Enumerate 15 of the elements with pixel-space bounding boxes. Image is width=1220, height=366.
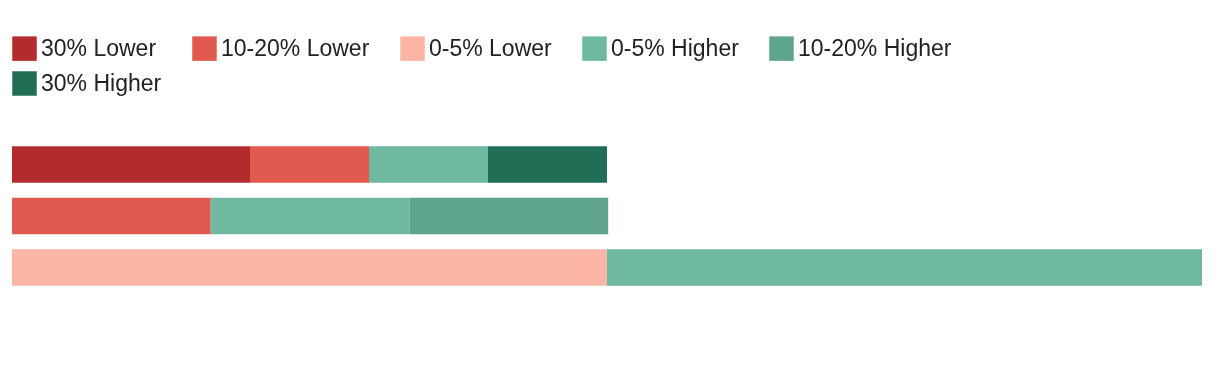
bar [607, 249, 1202, 286]
legend-label: 10-20% Higher [798, 34, 952, 61]
bar [488, 146, 607, 183]
legend-label: 0-5% Lower [429, 34, 553, 61]
bar [210, 197, 410, 235]
bar [12, 146, 250, 183]
legend-label: 10-20% Lower [221, 34, 370, 61]
bar [369, 146, 488, 183]
bar [250, 146, 369, 183]
bar [12, 249, 607, 286]
bar [12, 197, 211, 235]
legend-label: 0-5% Higher [611, 34, 740, 61]
legend-label: 30% Lower [41, 34, 157, 61]
legend-label: 30% Higher [41, 69, 162, 96]
bar [409, 197, 609, 235]
